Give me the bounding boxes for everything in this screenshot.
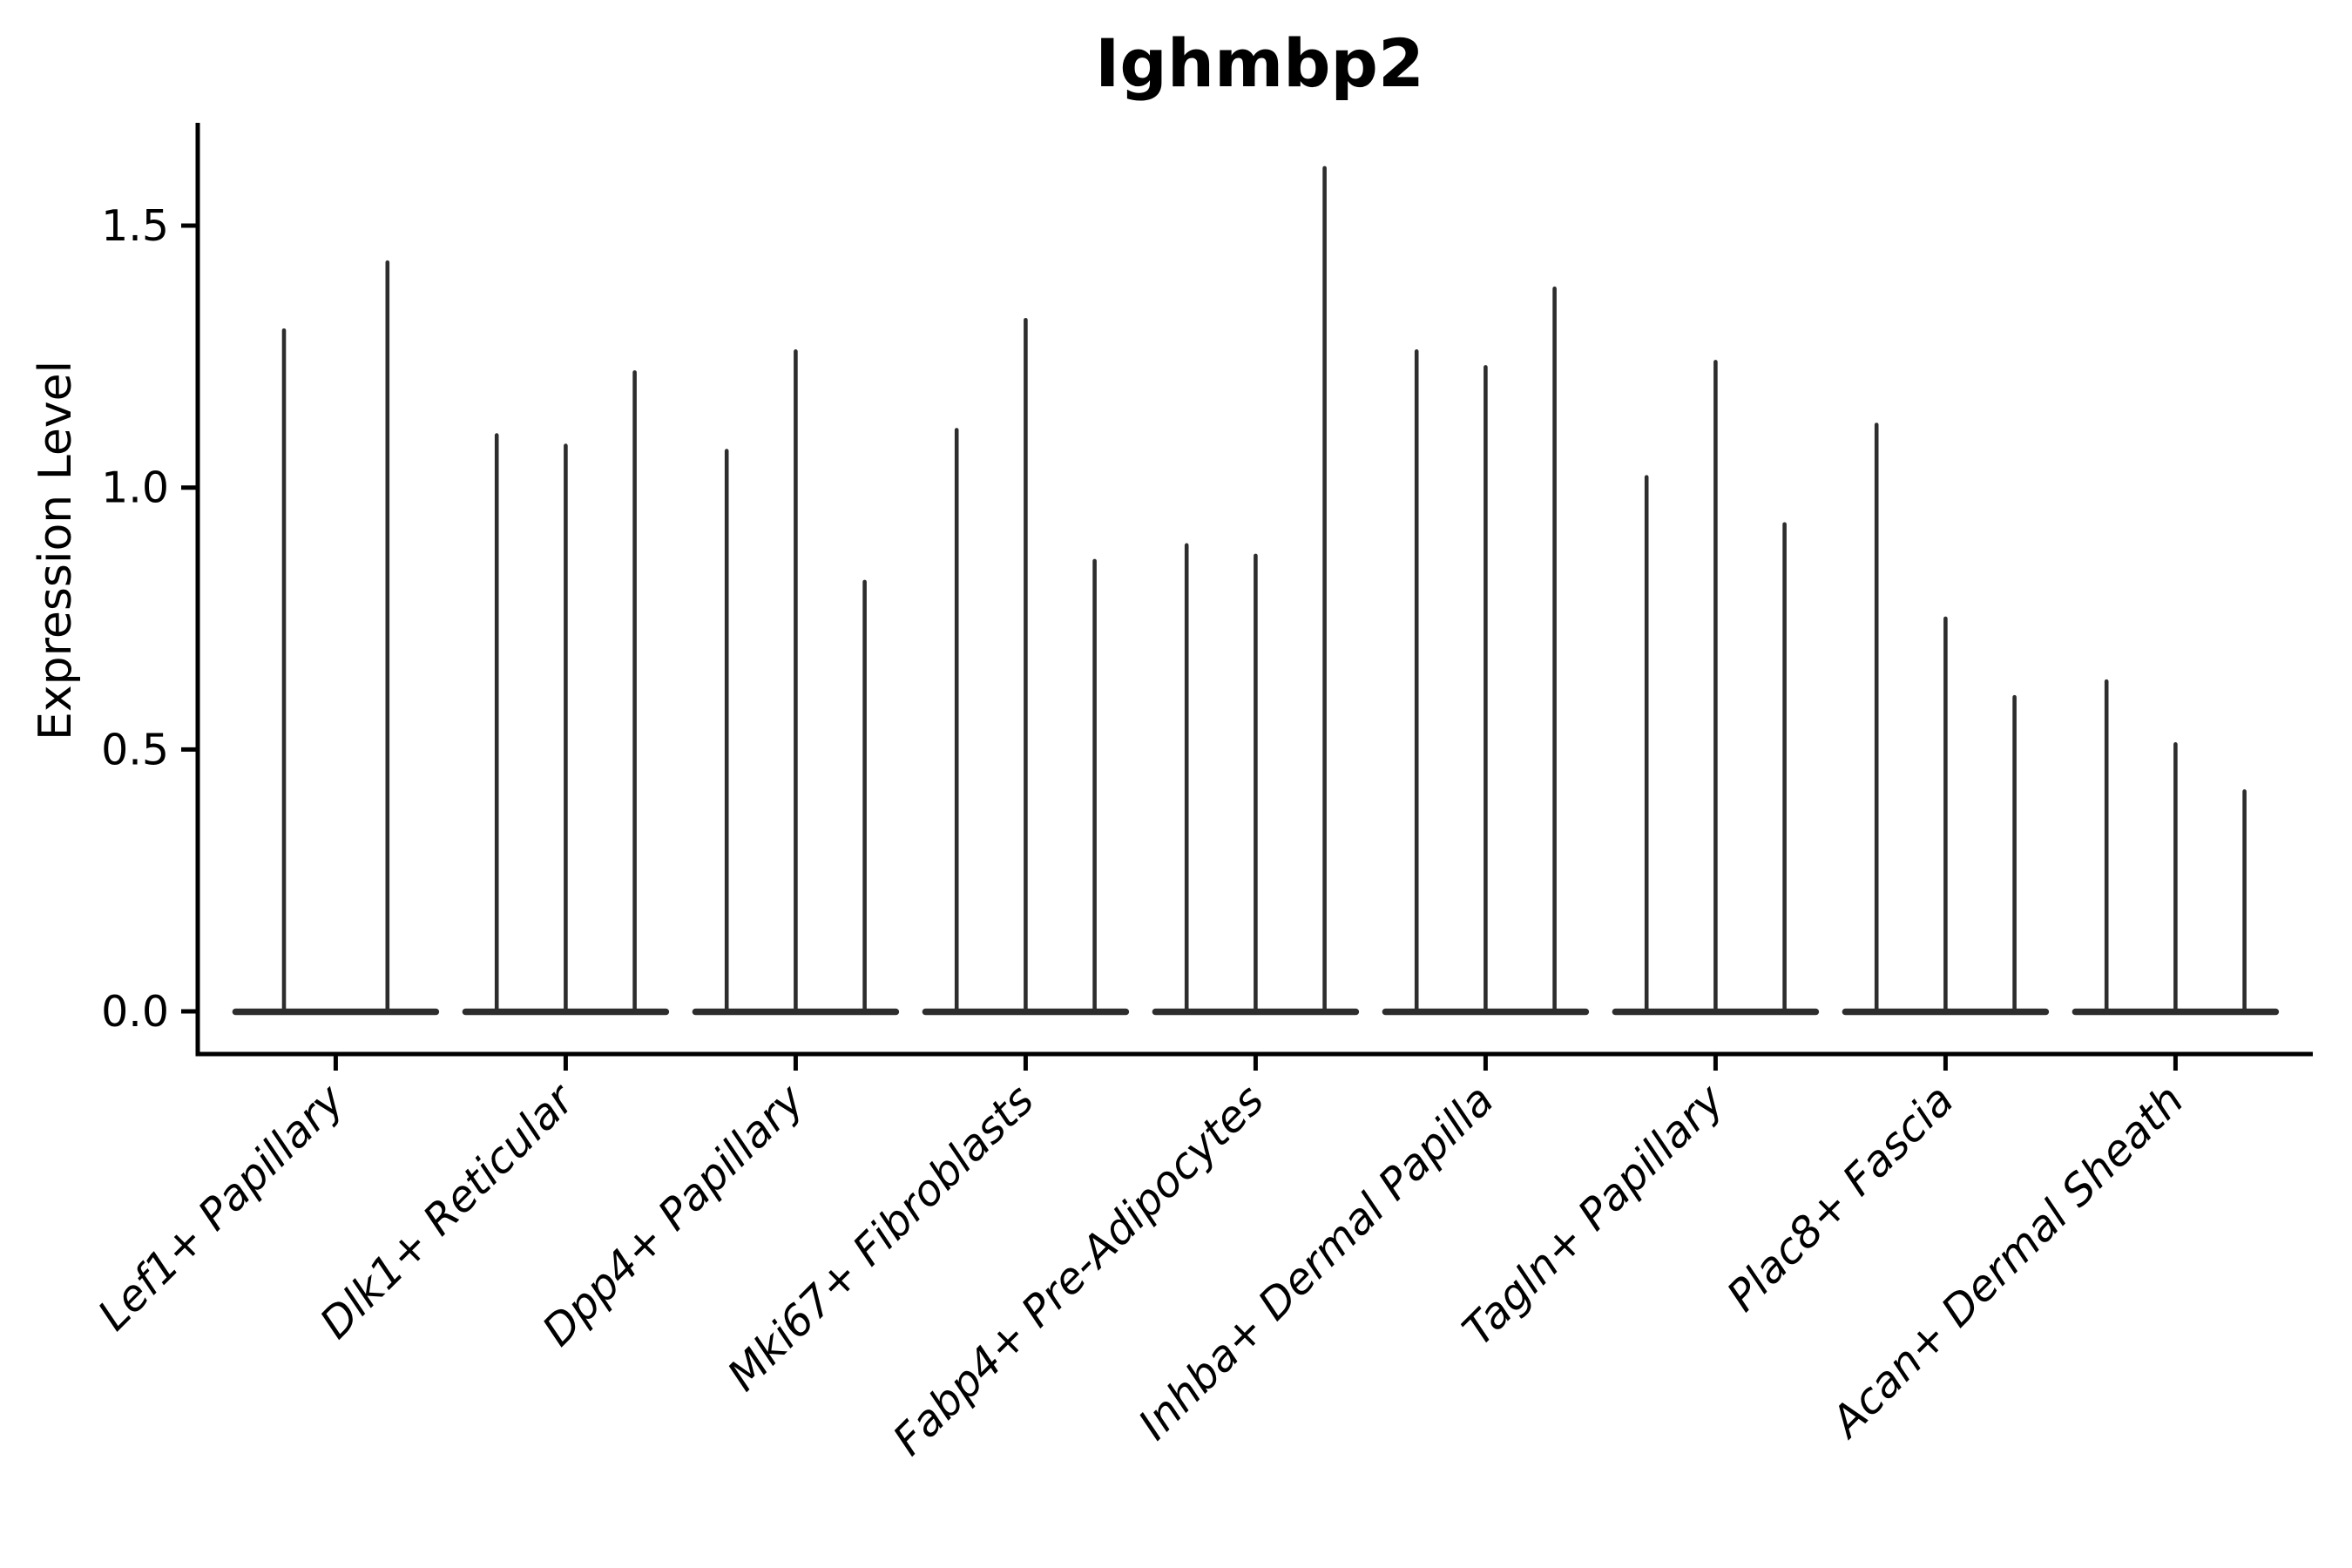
chart-title: Ighmbp2 — [1095, 24, 1424, 102]
y-tick-label: 0.5 — [101, 725, 169, 774]
y-tick-label: 1.0 — [101, 463, 169, 513]
y-tick-label: 1.5 — [101, 201, 169, 251]
x-tick-label: Lef1+ Papillary — [89, 1074, 355, 1340]
y-tick-label: 0.0 — [101, 987, 169, 1037]
x-tick-label: Dlk1+ Reticular — [310, 1073, 585, 1348]
x-tick-label: Fabp4+ Pre-Adipocytes — [883, 1075, 1274, 1465]
x-tick-label: Plac8+ Fascia — [1718, 1075, 1963, 1321]
